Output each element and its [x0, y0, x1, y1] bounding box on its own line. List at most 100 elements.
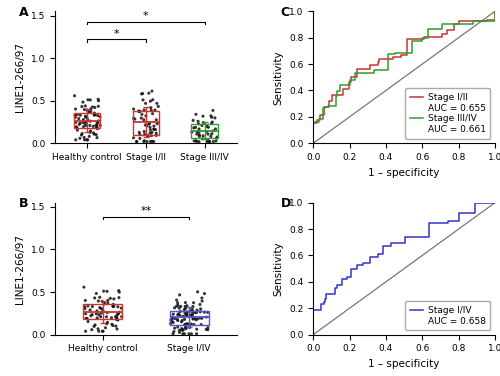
Point	[204, 137, 212, 143]
Point	[182, 312, 190, 318]
Point	[112, 323, 120, 329]
Point	[84, 137, 92, 143]
Point	[202, 314, 210, 320]
Point	[116, 289, 124, 295]
Point	[92, 311, 100, 317]
Point	[183, 303, 191, 309]
Point	[79, 120, 87, 126]
Bar	[132, 111, 159, 135]
Point	[192, 111, 200, 117]
Y-axis label: Sensitivity: Sensitivity	[274, 50, 283, 105]
Point	[184, 309, 192, 315]
Point	[112, 314, 120, 320]
Point	[208, 114, 216, 120]
Point	[99, 328, 107, 334]
Point	[154, 103, 162, 109]
Point	[188, 312, 196, 318]
Point	[153, 100, 161, 106]
Point	[90, 112, 98, 118]
Point	[86, 129, 94, 135]
Point	[147, 105, 155, 111]
Point	[186, 324, 194, 331]
Point	[82, 103, 90, 109]
Point	[186, 308, 194, 314]
Point	[208, 121, 216, 127]
Point	[174, 317, 182, 323]
Point	[152, 132, 160, 138]
Point	[93, 315, 101, 321]
Legend: Stage I/II, AUC = 0.655, Stage III/IV, AUC = 0.661: Stage I/II, AUC = 0.655, Stage III/IV, A…	[406, 88, 490, 139]
Point	[90, 295, 98, 301]
Point	[208, 119, 216, 125]
Point	[180, 306, 188, 312]
Point	[88, 303, 96, 309]
Point	[182, 325, 190, 331]
Point	[112, 316, 120, 322]
Point	[136, 132, 144, 138]
Point	[170, 311, 177, 317]
Point	[92, 125, 100, 131]
Point	[174, 312, 182, 318]
Point	[151, 107, 159, 113]
Point	[204, 131, 212, 137]
Point	[78, 130, 86, 136]
Point	[138, 91, 146, 97]
Point	[189, 303, 197, 309]
Point	[153, 121, 161, 127]
Point	[194, 121, 202, 127]
Point	[150, 138, 158, 144]
Bar	[83, 304, 122, 319]
Point	[110, 302, 118, 308]
Point	[91, 112, 99, 118]
Point	[168, 315, 176, 321]
Point	[182, 321, 190, 327]
Point	[95, 312, 103, 318]
Point	[207, 133, 215, 139]
Point	[198, 123, 206, 129]
Point	[82, 113, 90, 119]
Point	[110, 303, 118, 309]
Point	[192, 317, 200, 323]
Point	[166, 321, 174, 327]
Point	[108, 315, 116, 321]
Text: D: D	[280, 197, 290, 211]
Point	[190, 138, 198, 144]
Point	[170, 325, 178, 331]
Point	[200, 120, 207, 126]
Point	[90, 112, 98, 118]
Point	[104, 319, 112, 325]
Point	[193, 307, 201, 313]
Point	[135, 109, 143, 115]
Point	[100, 309, 108, 315]
Point	[80, 135, 88, 141]
Point	[86, 128, 94, 134]
Point	[82, 328, 90, 334]
Point	[140, 138, 148, 144]
Point	[176, 292, 184, 298]
Point	[135, 129, 143, 135]
Point	[97, 305, 105, 311]
Point	[191, 310, 199, 316]
Point	[94, 112, 102, 118]
Text: C: C	[280, 6, 289, 19]
Point	[144, 132, 152, 138]
Point	[70, 93, 78, 99]
Point	[130, 135, 138, 141]
Point	[132, 138, 140, 144]
Point	[116, 309, 124, 315]
Point	[86, 123, 94, 129]
Point	[113, 314, 121, 320]
Point	[197, 321, 205, 327]
Point	[190, 315, 198, 321]
Point	[131, 116, 139, 122]
Point	[132, 138, 140, 144]
Point	[178, 318, 186, 324]
Bar	[74, 113, 101, 128]
Point	[88, 312, 96, 318]
Point	[212, 135, 220, 141]
Point	[86, 307, 94, 313]
Point	[140, 132, 148, 138]
Point	[94, 98, 102, 104]
Point	[83, 315, 91, 321]
Point	[170, 329, 178, 335]
